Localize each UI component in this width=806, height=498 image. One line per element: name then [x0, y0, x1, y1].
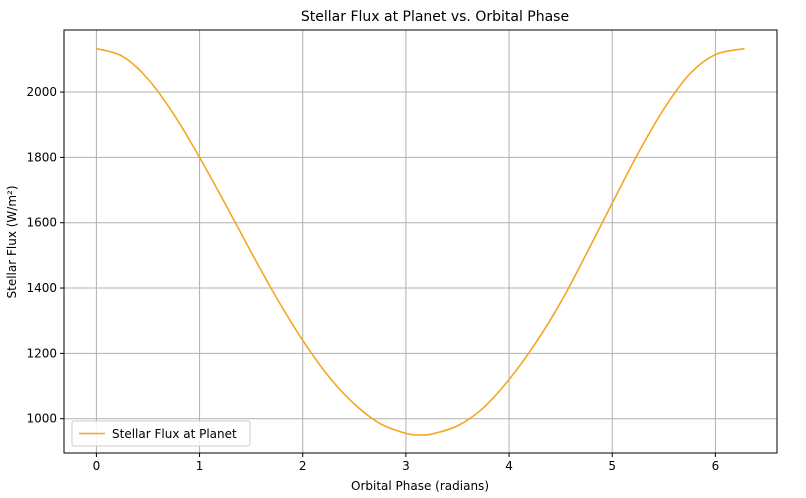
y-tick-label: 1200	[26, 346, 57, 360]
x-tick-label: 3	[402, 459, 410, 473]
legend-box	[71, 420, 251, 447]
x-axis-ticks: 0 1 2 3 4 5 6	[93, 453, 720, 473]
y-axis-label: Stellar Flux (W/m²)	[5, 185, 19, 298]
x-tick-label: 4	[505, 459, 513, 473]
x-axis-label: Orbital Phase (radians)	[351, 479, 489, 493]
y-axis-ticks: 1000 1200 1400 1600 1800 2000	[26, 85, 64, 426]
y-tick-label: 1800	[26, 150, 57, 164]
x-tick-label: 2	[299, 459, 307, 473]
x-tick-label: 6	[712, 459, 720, 473]
y-tick-label: 1400	[26, 281, 57, 295]
y-tick-label: 2000	[26, 85, 57, 99]
y-tick-label: 1000	[26, 412, 57, 426]
legend-label: Stellar Flux at Planet	[112, 427, 237, 441]
x-tick-label: 1	[196, 459, 204, 473]
legend: Stellar Flux at Planet	[71, 420, 251, 447]
x-tick-label: 5	[608, 459, 616, 473]
series-line-stellar-flux	[96, 47, 745, 436]
plot-frame	[63, 29, 778, 454]
y-tick-label: 1600	[26, 216, 57, 230]
chart-title: Stellar Flux at Planet vs. Orbital Phase	[301, 9, 569, 25]
grid-lines	[64, 30, 777, 453]
x-tick-label: 0	[93, 459, 101, 473]
